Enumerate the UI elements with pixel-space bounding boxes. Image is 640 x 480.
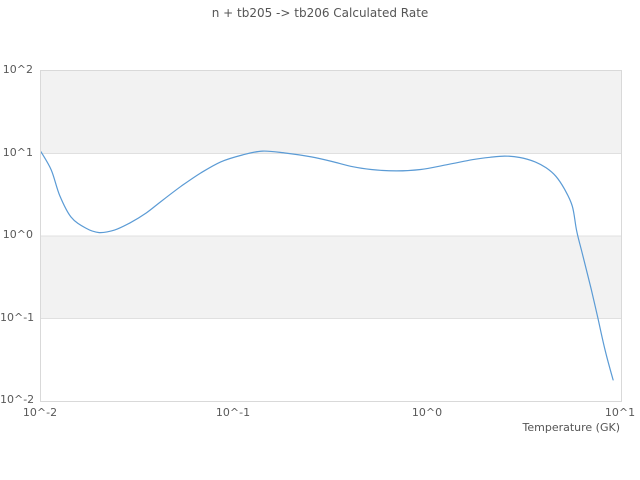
x-tick-label: 10^-2 (22, 406, 58, 419)
plot-area (40, 70, 622, 402)
y-tick-label: 10^2 (2, 63, 33, 76)
y-tick-label: 10^1 (2, 146, 33, 159)
x-tick-label: 10^0 (411, 406, 443, 419)
plot-band (41, 236, 621, 319)
y-tick-label: 10^0 (2, 228, 33, 241)
y-tick-label: 10^-2 (0, 393, 35, 406)
y-tick-label: 10^-1 (0, 311, 35, 324)
x-tick-label: 10^1 (604, 406, 636, 419)
x-tick-label: 10^-1 (215, 406, 251, 419)
plot-canvas (41, 71, 621, 381)
rate-curve (41, 150, 614, 381)
chart-title: n + tb205 -> tb206 Calculated Rate (211, 6, 429, 20)
x-axis-label: Temperature (GK) (522, 421, 621, 434)
plot-band (41, 71, 621, 154)
